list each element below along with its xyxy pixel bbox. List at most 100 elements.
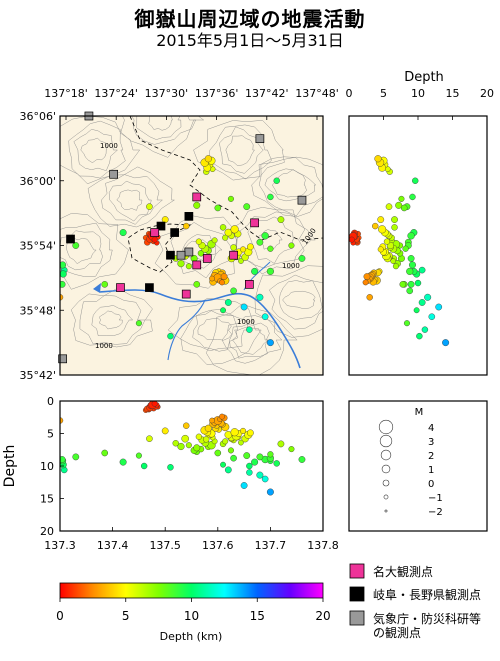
earthquake-marker [151, 401, 158, 407]
depth-axis-title: Depth [404, 70, 444, 85]
earthquake-marker [288, 242, 295, 249]
contour-line [87, 166, 176, 228]
contour-line [258, 156, 323, 217]
earthquake-marker [409, 193, 416, 201]
contour-line [221, 315, 283, 364]
earthquake-marker [60, 280, 66, 288]
contour-line [120, 116, 205, 158]
latitude-tick-label: 36°00' [19, 175, 56, 188]
colorbar-tick-label: 15 [250, 609, 265, 623]
contour-line [60, 222, 113, 277]
nagoya-station-marker [245, 280, 254, 289]
earthquake-marker [72, 242, 80, 249]
earthquake-marker [349, 236, 355, 243]
jma-nied-station-marker [297, 195, 307, 205]
jma-nied-station-marker [109, 169, 119, 179]
earthquake-marker [183, 222, 190, 230]
nagoya-station-marker [229, 250, 238, 260]
earthquake-marker [413, 307, 420, 314]
earthquake-marker [204, 424, 212, 432]
contour-line [80, 137, 108, 163]
earthquake-marker [256, 238, 264, 246]
magnitude-legend-frame [348, 400, 488, 532]
earthquake-marker [418, 266, 426, 274]
earthquake-marker [243, 203, 251, 211]
earthquake-marker [412, 177, 419, 184]
gifu-nagano-station-swatch [349, 586, 365, 602]
earthquake-marker [298, 255, 306, 262]
earthquake-marker [266, 488, 274, 496]
earthquake-marker [214, 449, 222, 457]
bottom-depth-axis-title: Depth [2, 445, 18, 488]
earthquake-marker [240, 427, 247, 434]
earthquake-marker [261, 313, 269, 321]
nagoya-station-marker [250, 218, 259, 228]
earthquake-marker [403, 320, 410, 327]
earthquake-marker [141, 378, 147, 384]
magnitude-legend-label: 4 [428, 423, 434, 434]
bottom-panel-background [60, 401, 323, 531]
gifu-nagano-station-marker [166, 250, 175, 260]
earthquake-marker [177, 442, 185, 451]
bottom-longitude-tick-label: 137.7 [255, 539, 287, 552]
earthquake-marker [204, 155, 212, 163]
jma-nied-station-swatch [349, 610, 365, 626]
contour-line [269, 274, 323, 330]
earthquake-marker [238, 258, 244, 264]
earthquake-marker [267, 193, 274, 201]
jma-nied-station-marker [184, 247, 194, 257]
earthquake-marker [246, 326, 253, 333]
earthquake-marker [224, 228, 233, 237]
contour-line [66, 237, 97, 264]
magnitude-legend-circle [378, 419, 394, 435]
earthquake-marker [418, 299, 426, 306]
earthquake-marker [60, 456, 66, 463]
earthquake-marker [227, 195, 234, 202]
earthquake-marker [298, 456, 306, 463]
magnitude-legend-title: M [415, 407, 424, 418]
branch-river [167, 299, 206, 361]
depth-panel-right: Depth 0 5 10 15 20 [346, 70, 494, 376]
earthquake-marker [224, 299, 232, 306]
earthquake-marker [266, 267, 274, 275]
magnitude-legend-circle [380, 449, 392, 461]
magnitude-legend-label: 1 [428, 465, 434, 476]
earthquake-marker [273, 177, 280, 184]
earthquake-marker [224, 466, 232, 474]
contour-line [219, 126, 264, 174]
longitude-tick-label: 137°36' [195, 87, 239, 100]
contour-line [91, 305, 134, 336]
station-legend-label: 名大観測点 [373, 564, 433, 579]
earthquake-marker [60, 294, 64, 301]
contour-label: 1000 [282, 262, 300, 270]
earthquake-marker [390, 258, 396, 264]
earthquake-marker [220, 461, 226, 468]
nagoya-station-marker [192, 260, 202, 270]
contour-line [247, 216, 294, 264]
magnitude-legend-circle [379, 434, 393, 448]
earthquake-marker [227, 447, 234, 454]
side-depth-tick-label: 5 [380, 87, 387, 100]
earthquake-marker [60, 261, 67, 269]
contour-line [197, 318, 233, 341]
earthquake-marker [151, 236, 158, 243]
earthquake-marker [251, 458, 259, 466]
longitude-tick-label: 137°48' [295, 87, 339, 100]
earthquake-marker [230, 428, 239, 437]
earthquake-marker [140, 462, 148, 470]
colorbar-gradient [59, 582, 324, 599]
gifu-nagano-station-marker [66, 234, 75, 244]
contour-line [192, 310, 239, 352]
colorbar-ticks: 0 5 10 15 20 [56, 598, 331, 623]
magnitude-legend-circle [381, 464, 391, 474]
contour-line [131, 116, 197, 145]
magnitude-legend-label: −1 [428, 493, 443, 504]
nagoya-station-marker [116, 283, 125, 292]
earthquake-marker [119, 229, 127, 237]
longitude-tick-label: 137°42' [245, 87, 289, 100]
earthquake-marker [261, 475, 269, 483]
earthquake-marker [251, 267, 259, 275]
earthquake-marker [119, 458, 127, 466]
magnitude-legend-label: 0 [428, 479, 434, 490]
main-river [99, 289, 301, 369]
